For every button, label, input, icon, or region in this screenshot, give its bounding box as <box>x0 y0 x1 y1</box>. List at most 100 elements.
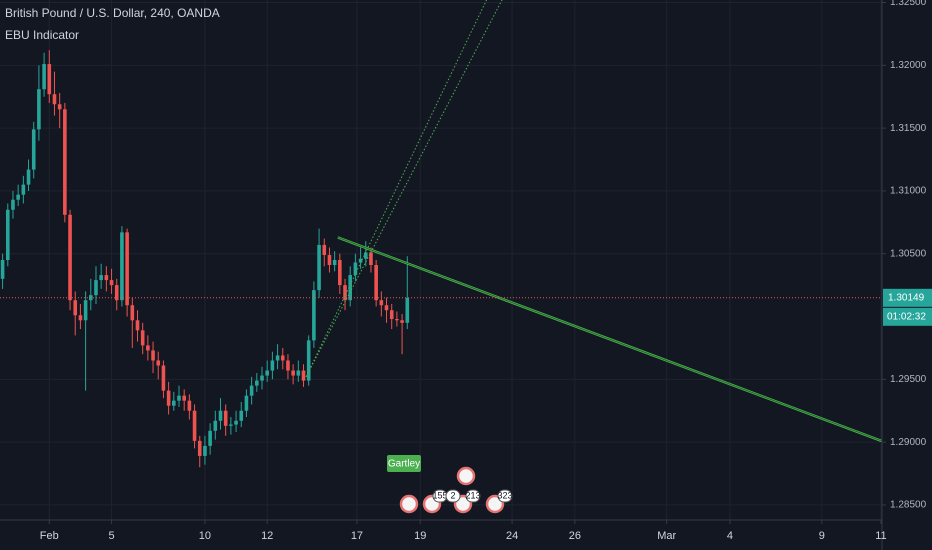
x-tick-label: Mar <box>657 530 676 542</box>
event-count-badge <box>465 489 481 503</box>
candle-body <box>239 410 244 421</box>
candle-body <box>229 424 233 426</box>
x-tick-label: 5 <box>108 530 114 542</box>
candle-body <box>151 350 155 361</box>
candle-body <box>234 420 238 425</box>
candle-body <box>270 360 275 371</box>
candle-body <box>5 209 10 260</box>
candle-body <box>395 319 399 321</box>
candle-body <box>280 355 285 361</box>
candle-body <box>140 330 145 346</box>
x-tick-label: 9 <box>819 530 825 542</box>
candle-body <box>203 445 207 456</box>
candle-body <box>218 410 223 421</box>
candle-body <box>286 360 290 371</box>
candle-body <box>63 109 67 215</box>
trend-line-core <box>337 237 882 442</box>
candle-body <box>52 94 57 105</box>
candle-body <box>68 214 72 301</box>
x-tick-label: 11 <box>875 530 886 542</box>
chart-title: British Pound / U.S. Dollar, 240, OANDA <box>5 6 220 20</box>
candle-body <box>332 260 337 266</box>
candle-body <box>306 340 311 381</box>
y-tick-label: 1.28500 <box>890 500 927 511</box>
candle-body <box>99 275 103 281</box>
candle-body <box>255 380 259 386</box>
trend-line <box>305 0 503 378</box>
event-icon <box>456 466 476 486</box>
candle-body <box>348 275 353 301</box>
candle-body <box>249 385 254 396</box>
countdown-label: 01:02:32 <box>887 311 926 322</box>
x-tick-label: 4 <box>727 530 733 542</box>
candle-body <box>317 244 321 291</box>
candle-body <box>353 262 358 276</box>
event-count: 155 <box>432 490 447 500</box>
candle-body <box>260 375 264 381</box>
event-count: 323 <box>497 490 512 500</box>
y-tick-label: 1.30500 <box>890 248 927 259</box>
candle-body <box>78 315 83 321</box>
candle-body <box>83 300 88 321</box>
candle-body <box>208 430 212 446</box>
candle-body <box>177 395 181 401</box>
candle-body <box>135 320 140 331</box>
event-icon <box>399 494 419 514</box>
candle-body <box>275 355 280 361</box>
last-price-badge <box>883 288 932 307</box>
candle-body <box>109 280 114 286</box>
event-count-badge <box>497 489 513 503</box>
y-tick-label: 1.31000 <box>890 186 927 197</box>
candle-body <box>37 89 41 130</box>
candle-body <box>26 169 31 185</box>
candle-body <box>384 305 389 311</box>
candle-body <box>21 184 26 195</box>
event-count: 2 <box>450 490 455 500</box>
candle-body <box>265 370 269 376</box>
candle-body <box>166 390 171 406</box>
candle-body <box>197 440 202 456</box>
candle-body <box>125 232 129 306</box>
candle-body <box>338 260 342 286</box>
x-tick-label: 17 <box>351 530 363 542</box>
countdown-badge <box>883 307 932 326</box>
candle-body <box>0 260 5 279</box>
y-tick-label: 1.32000 <box>890 60 927 71</box>
candle-body <box>114 285 119 301</box>
trend-line <box>305 0 488 378</box>
candle-body <box>363 252 368 259</box>
candle-body <box>120 232 124 301</box>
candle-body <box>11 199 15 210</box>
candle-body <box>73 300 78 316</box>
candle-body <box>130 305 135 321</box>
candle-body <box>42 64 46 90</box>
last-price-label: 1.30149 <box>888 292 925 303</box>
y-tick-label: 1.29500 <box>890 374 927 385</box>
candle-body <box>192 410 197 441</box>
candle-body <box>400 320 404 323</box>
candle-body <box>389 310 394 320</box>
candle-body <box>182 395 186 401</box>
x-tick-label: 10 <box>199 530 211 542</box>
candle-body <box>213 420 218 431</box>
x-tick-label: 12 <box>261 530 273 542</box>
candle-body <box>223 410 228 426</box>
candle-body <box>161 365 166 391</box>
candle-body <box>312 290 316 341</box>
candle-body <box>156 360 161 366</box>
candle-body <box>343 285 347 301</box>
x-tick-label: 26 <box>569 530 581 542</box>
event-count: 213 <box>465 490 480 500</box>
candle-body <box>358 258 363 263</box>
candle-body <box>104 275 109 281</box>
candle-body <box>57 104 62 110</box>
y-tick-label: 1.29000 <box>890 437 927 448</box>
candle-body <box>405 297 410 323</box>
candle-body <box>374 265 378 301</box>
y-tick-label: 1.32500 <box>890 0 927 8</box>
candle-body <box>146 345 150 351</box>
pattern-badge <box>387 455 421 472</box>
candle-body <box>322 244 327 255</box>
